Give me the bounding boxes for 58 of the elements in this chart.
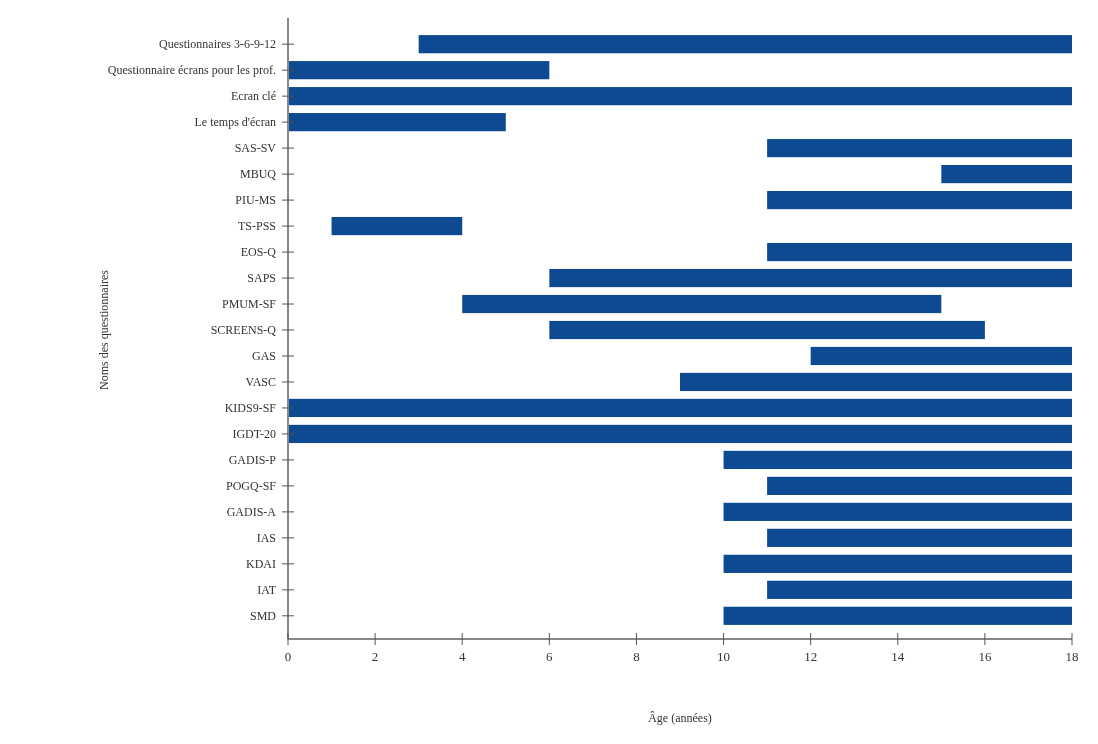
y-axis-title: Noms des questionnaires bbox=[97, 269, 111, 390]
y-tick-label: IAS bbox=[256, 531, 276, 546]
x-tick-label: 12 bbox=[804, 649, 818, 664]
y-tick-label: KIDS9-SF bbox=[224, 401, 277, 416]
x-tick-label: 10 bbox=[717, 649, 731, 664]
y-tick-label: POGQ-SF bbox=[225, 479, 277, 494]
y-tick-label: Ecran clé bbox=[231, 89, 276, 104]
bar bbox=[462, 294, 942, 314]
bar bbox=[767, 476, 1072, 495]
bar bbox=[767, 580, 1072, 599]
bar bbox=[288, 87, 1072, 106]
x-tick-label: 8 bbox=[633, 649, 640, 664]
bar bbox=[288, 424, 1072, 444]
y-tick-label: PIU-MS bbox=[235, 193, 276, 208]
y-tick-label: TS-PSS bbox=[237, 219, 276, 234]
x-tick-label: 4 bbox=[458, 649, 466, 664]
bar bbox=[549, 268, 1072, 288]
bar bbox=[418, 35, 1072, 54]
x-axis-title: Âge (années) bbox=[648, 711, 712, 725]
y-tick-label: GADIS-P bbox=[228, 453, 277, 468]
bar bbox=[723, 554, 1072, 573]
y-tick-label: IGDT-20 bbox=[232, 427, 276, 442]
bar bbox=[723, 606, 1072, 625]
bar bbox=[288, 398, 1072, 418]
bar bbox=[723, 450, 1072, 470]
bar bbox=[767, 139, 1072, 158]
y-tick-label: Le temps d'écran bbox=[194, 115, 276, 130]
bar bbox=[810, 346, 1072, 366]
y-tick-label: SCREENS-Q bbox=[210, 323, 277, 338]
bar bbox=[767, 528, 1072, 547]
y-tick-label: SAS-SV bbox=[234, 141, 277, 156]
y-tick-label: SMD bbox=[249, 609, 277, 624]
y-tick-label: GADIS-A bbox=[226, 505, 277, 520]
bar bbox=[288, 113, 506, 132]
bar bbox=[767, 242, 1072, 262]
bar bbox=[723, 502, 1072, 521]
y-tick-label: Questionnaire écrans pour les prof. bbox=[107, 63, 276, 78]
y-tick-label: GAS bbox=[251, 349, 276, 364]
bar bbox=[767, 190, 1072, 210]
y-tick-label: SAPS bbox=[247, 271, 276, 286]
bar bbox=[331, 216, 463, 236]
y-tick-label: KDAI bbox=[246, 557, 276, 572]
y-tick-label: IAT bbox=[257, 583, 277, 598]
y-tick-label: VASC bbox=[245, 375, 276, 390]
x-tick-label: 6 bbox=[546, 649, 554, 664]
y-tick-label: EOS-Q bbox=[240, 245, 277, 260]
y-tick-label: Questionnaires 3-6-9-12 bbox=[159, 37, 276, 52]
x-tick-label: 18 bbox=[1065, 649, 1079, 664]
x-tick-label: 0 bbox=[284, 649, 292, 664]
bar bbox=[941, 165, 1072, 184]
y-tick-label: MBUQ bbox=[239, 167, 277, 182]
x-tick-label: 16 bbox=[978, 649, 992, 664]
bar bbox=[549, 320, 985, 340]
bar bbox=[680, 372, 1072, 392]
bar bbox=[288, 61, 550, 80]
y-tick-label: PMUM-SF bbox=[221, 297, 277, 312]
x-tick-label: 2 bbox=[371, 649, 379, 664]
x-tick-label: 14 bbox=[891, 649, 905, 664]
